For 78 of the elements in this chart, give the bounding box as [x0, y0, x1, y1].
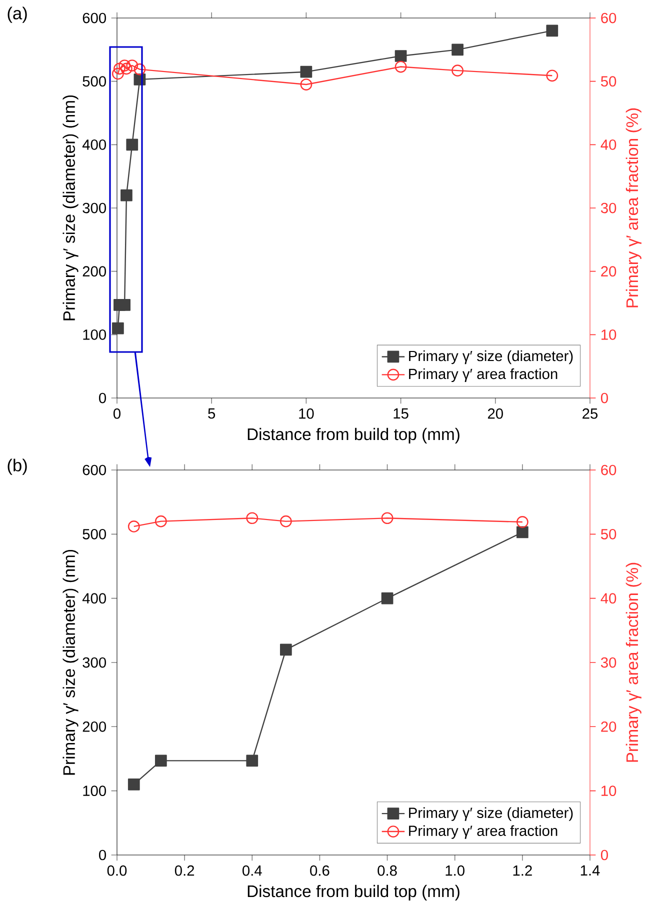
y2-tick-label: 20 [601, 266, 616, 277]
legend-label: Primary γ′ size (diameter) [409, 807, 573, 821]
y2-tick-label: 10 [602, 329, 616, 340]
point [381, 592, 394, 604]
y-tick-label: 300 [82, 657, 106, 668]
point [546, 70, 558, 82]
y-axis-title: Primary γ′ size (diameter) (nm) [62, 550, 78, 775]
y-tick-label: 100 [83, 786, 106, 796]
point [120, 189, 132, 202]
y2-tick-label: 60 [601, 464, 616, 476]
y-tick-label: 0 [99, 850, 106, 860]
y2-tick-label: 50 [600, 528, 616, 540]
point [546, 24, 558, 37]
point [114, 62, 126, 75]
y2-axis-title: Primary γ′ area fraction (%) [626, 108, 642, 308]
point [134, 63, 146, 76]
x-tick-label: 0 [113, 408, 120, 419]
legend-label: Primary γ′ size (diameter) [409, 350, 573, 364]
y-tick-label: 400 [82, 139, 106, 150]
point [128, 778, 140, 790]
y-tick-label: 500 [82, 528, 106, 540]
y2-tick-label: 40 [600, 593, 616, 604]
y2-tick-label: 0 [600, 392, 608, 404]
y2-tick-label: 10 [602, 786, 616, 796]
y2-tick-label: 60 [601, 12, 616, 24]
x-axis-title: Distance from build top (mm) [248, 884, 460, 900]
x-tick-label: 1.2 [513, 865, 532, 876]
x-tick-label: 5 [208, 408, 216, 419]
point [452, 44, 464, 56]
x-tick-label: 1.0 [446, 865, 464, 876]
point [452, 64, 464, 77]
y2-tick-label: 50 [600, 76, 616, 87]
point [120, 62, 132, 75]
x-tick-label: 0.4 [242, 865, 262, 876]
point [394, 60, 407, 73]
point [154, 754, 167, 767]
y2-axis-title: Primary γ′ area fraction (%) [626, 562, 642, 762]
point [280, 644, 292, 656]
y-tick-label: 200 [82, 721, 106, 732]
y-tick-label: 500 [82, 76, 106, 87]
text: (a) [8, 6, 27, 23]
x-tick-label: 0.0 [107, 865, 127, 876]
point [300, 66, 312, 78]
x-axis-title: Distance from build top (mm) [248, 428, 460, 444]
y-tick-label: 400 [82, 593, 106, 604]
point [112, 68, 124, 80]
y-tick-label: 600 [82, 464, 106, 476]
point [126, 60, 138, 72]
point [118, 60, 130, 72]
y2-tick-label: 0 [600, 850, 608, 860]
y2-tick-label: 30 [600, 202, 616, 214]
point [112, 322, 124, 334]
legend-label: Primary γ′ area fraction [409, 825, 558, 839]
y-tick-label: 600 [82, 12, 106, 24]
x-tick-label: 10 [299, 408, 314, 419]
point [516, 526, 528, 538]
x-tick-label: 15 [394, 408, 408, 419]
y2-tick-label: 40 [600, 139, 616, 150]
text: (b) [8, 458, 27, 475]
y-axis-title: Primary γ′ size (diameter) (nm) [62, 95, 78, 320]
point [126, 138, 138, 151]
y2-tick-label: 20 [601, 721, 616, 732]
x-tick-label: 0.2 [174, 865, 194, 876]
x-tick-label: 20 [488, 408, 503, 419]
x-tick-label: 0.6 [310, 865, 330, 876]
point [394, 50, 407, 62]
point [246, 754, 258, 767]
x-tick-label: 25 [582, 408, 598, 419]
y-tick-label: 100 [83, 329, 106, 340]
point [118, 298, 130, 311]
point [300, 78, 312, 90]
y-tick-label: 300 [82, 202, 106, 214]
legend-label: Primary γ′ area fraction [409, 368, 558, 382]
y-tick-label: 200 [82, 266, 106, 277]
x-tick-label: 0.8 [378, 865, 397, 876]
y-tick-label: 0 [99, 392, 106, 404]
x-tick-label: 1.4 [580, 865, 600, 876]
y2-tick-label: 30 [600, 657, 616, 668]
